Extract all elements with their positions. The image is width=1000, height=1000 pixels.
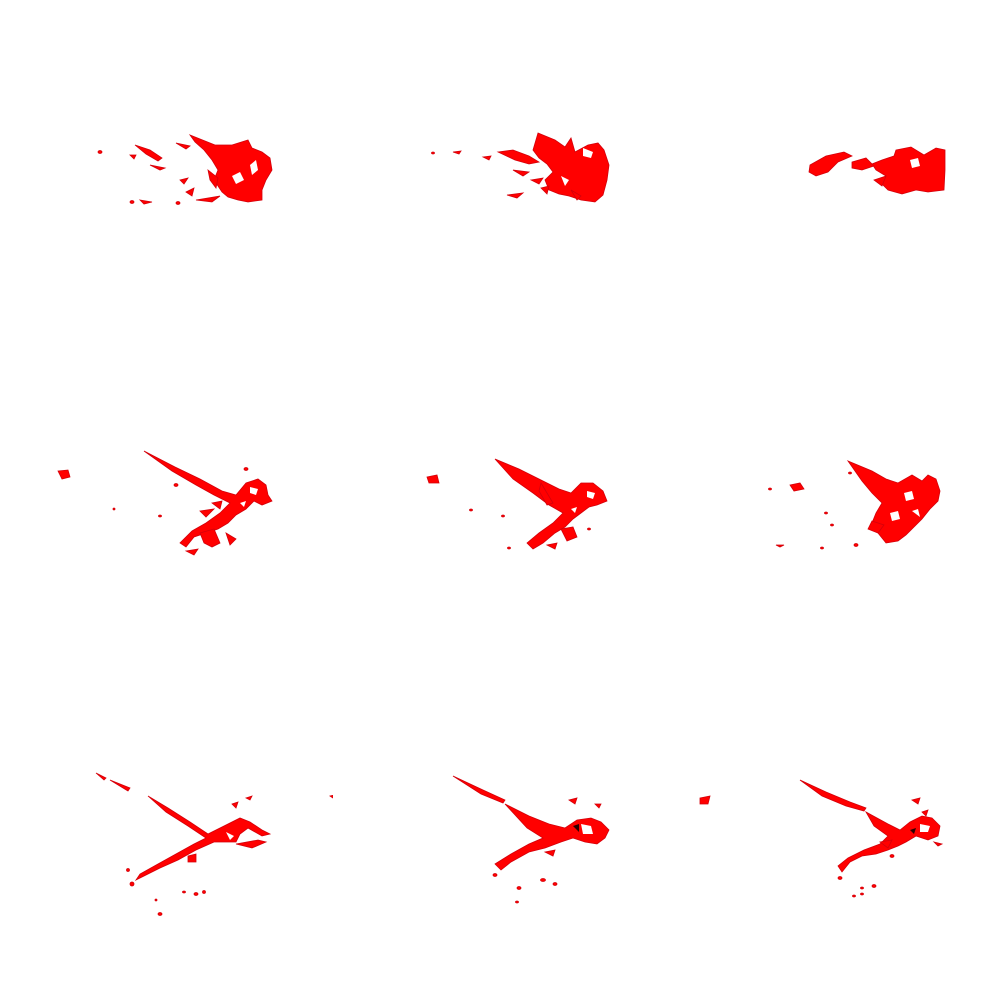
sprite-cell-4 bbox=[0, 333, 333, 666]
sprite-cell-2 bbox=[333, 0, 666, 333]
blood-splatter-icon-4 bbox=[57, 450, 273, 556]
blood-splatter-icon-8 bbox=[452, 775, 610, 904]
blood-splatter-icon-5 bbox=[426, 458, 608, 550]
blood-splatter-icon-1 bbox=[97, 134, 273, 205]
sprite-cell-5 bbox=[333, 333, 666, 666]
blood-splatter-icon-2 bbox=[431, 132, 610, 203]
sprite-cell-6 bbox=[666, 333, 999, 666]
blood-splatter-icon-3 bbox=[808, 146, 946, 195]
blood-splatter-icon-9 bbox=[699, 779, 944, 898]
sprite-cell-8 bbox=[333, 666, 666, 999]
blood-splatter-icon-6 bbox=[768, 460, 941, 550]
sprite-cell-1 bbox=[0, 0, 333, 333]
sprite-cell-7 bbox=[0, 666, 333, 999]
sprite-cell-9 bbox=[666, 666, 999, 999]
sprite-cell-3 bbox=[666, 0, 999, 333]
blood-splatter-icon-7 bbox=[95, 772, 333, 916]
